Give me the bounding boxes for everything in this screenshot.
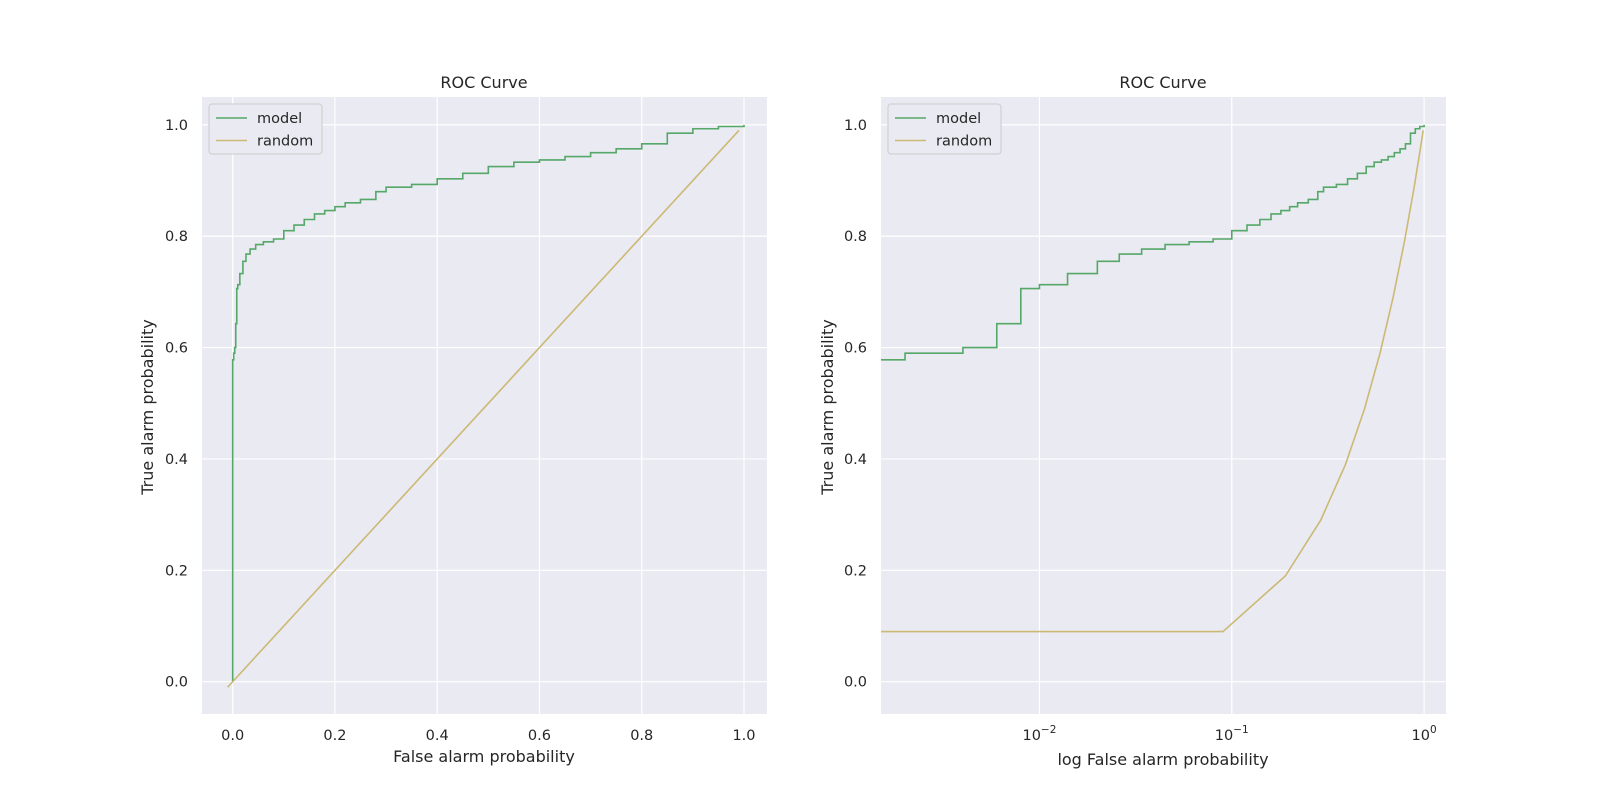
left-series-random-line [226,129,740,688]
right-series-model-line [881,124,1425,361]
left-y-tick-label: 0.4 [165,452,188,468]
left-y-tick-label: 0.6 [165,341,188,357]
right-legend-frame [887,103,1002,155]
right-legend: model random [887,103,1002,155]
left-tick-labels: 0.0 0.2 0.4 0.6 0.8 1.0 0.0 0.2 0.4 0.6 0.8 1.0 [165,118,756,744]
left-legend-frame [208,103,323,155]
right-plot-area [881,97,1446,714]
left-y-tick-label: 0.8 [165,229,188,245]
right-y-tick-label: 0.0 [844,675,867,691]
left-legend-label-random: random [257,134,313,150]
right-y-tick-label: 0.8 [844,229,867,245]
right-tick-labels: 0.0 0.2 0.4 0.6 0.8 1.0 10−2 10−1 100 [844,118,1437,744]
left-chart-title: ROC Curve [440,73,527,92]
right-y-tick-label: 0.2 [844,563,867,579]
left-roc-panel: ROC Curve False alarm probability True a… [138,73,767,766]
left-plot-area [202,97,767,714]
right-chart-title: ROC Curve [1119,73,1206,92]
left-series-model-line [231,124,745,682]
right-y-axis-label: True alarm probability [818,319,837,495]
right-x-tick-label: 10−2 [1022,724,1056,744]
right-legend-label-model: model [936,111,981,127]
left-y-tick-label: 1.0 [165,118,188,134]
left-x-tick-label: 0.8 [630,728,653,744]
right-legend-label-random: random [936,134,992,150]
left-legend-label-model: model [257,111,302,127]
right-plot-background [881,97,1446,714]
left-x-tick-label: 0.4 [426,728,449,744]
left-y-tick-label: 0.0 [165,675,188,691]
right-roc-panel: ROC Curve log False alarm probability Tr… [818,73,1446,769]
right-x-tick-label: 10−1 [1215,724,1249,744]
right-y-tick-label: 0.6 [844,341,867,357]
right-series-random-line [881,130,1425,633]
left-plot-background [202,97,767,714]
right-x-axis-label: log False alarm probability [1057,750,1268,769]
left-x-axis-label: False alarm probability [393,747,575,766]
left-y-tick-label: 0.2 [165,563,188,579]
left-x-tick-label: 0.6 [528,728,551,744]
right-x-tick-label: 100 [1412,724,1437,744]
left-y-axis-label: True alarm probability [138,319,157,495]
right-y-tick-label: 0.4 [844,452,867,468]
right-y-tick-label: 1.0 [844,118,867,134]
left-x-tick-label: 0.0 [221,728,244,744]
left-legend: model random [208,103,323,155]
left-x-tick-label: 0.2 [323,728,346,744]
left-x-tick-label: 1.0 [732,728,755,744]
